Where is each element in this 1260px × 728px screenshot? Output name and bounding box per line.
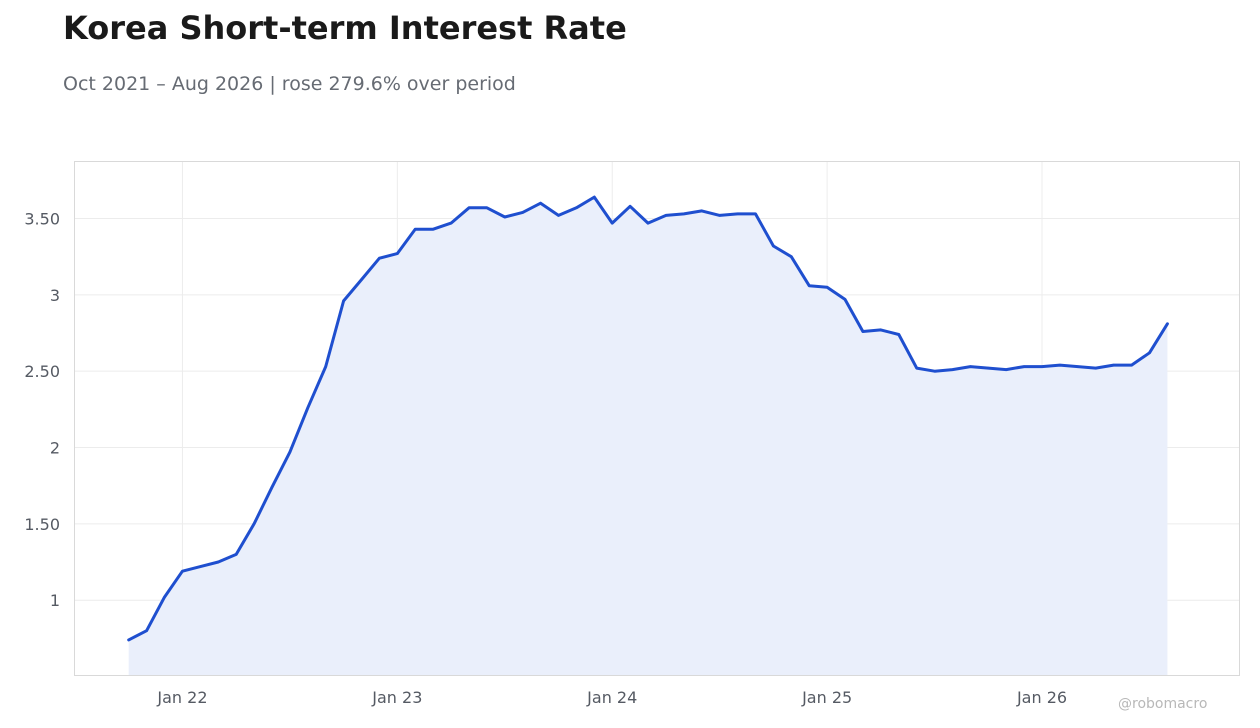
chart-subtitle: Oct 2021 – Aug 2026 | rose 279.6% over p… [63, 73, 516, 95]
data-point [1112, 363, 1115, 367]
data-point [181, 569, 184, 573]
data-point [306, 406, 309, 410]
data-point [1040, 365, 1044, 368]
data-point [217, 560, 220, 564]
chart-title: Korea Short-term Interest Rate [63, 9, 627, 47]
data-point [700, 209, 703, 213]
data-point [933, 369, 936, 373]
data-point [808, 284, 811, 287]
data-point [1148, 351, 1151, 355]
data-point [1076, 365, 1080, 368]
data-point [521, 211, 524, 214]
data-point [593, 195, 596, 199]
data-point [897, 333, 900, 336]
data-point [790, 255, 793, 258]
series-area-fill [128, 197, 1168, 675]
data-point [127, 638, 130, 642]
data-point [503, 215, 506, 219]
data-point [664, 214, 668, 217]
x-tick-label: Jan 22 [156, 688, 207, 707]
data-point [1058, 363, 1062, 367]
data-point [557, 214, 560, 217]
data-point [1005, 368, 1008, 371]
data-point [1022, 365, 1026, 368]
data-point [396, 252, 399, 255]
y-axis-tick-labels: 1 1.50 2 2.50 3 3.50 [24, 209, 60, 610]
x-tick-label: Jan 23 [371, 688, 422, 707]
data-point [252, 522, 256, 526]
series-points [127, 195, 1169, 642]
data-point [825, 285, 829, 289]
data-point [969, 365, 972, 368]
data-point [539, 202, 542, 205]
data-point [611, 221, 614, 225]
data-point [772, 244, 775, 248]
x-tick-label: Jan 24 [586, 688, 637, 707]
data-point [1130, 363, 1133, 367]
data-point [360, 278, 363, 281]
x-axis-tick-labels: Jan 22 Jan 23 Jan 24 Jan 25 Jan 26 [156, 688, 1067, 707]
data-point [163, 595, 166, 599]
data-point [1094, 366, 1097, 370]
data-point [646, 221, 650, 225]
data-point [1166, 322, 1169, 326]
data-point [628, 205, 632, 208]
data-point [324, 365, 327, 368]
data-point [449, 221, 453, 225]
data-point [879, 328, 883, 332]
data-point [145, 629, 148, 632]
x-tick-label: Jan 25 [801, 688, 852, 707]
y-tick-label: 1.50 [24, 515, 60, 534]
watermark: @robomacro [1118, 696, 1208, 712]
data-point [736, 212, 739, 216]
y-tick-label: 3 [50, 286, 60, 305]
y-tick-label: 2 [50, 439, 60, 458]
y-tick-label: 3.50 [24, 209, 60, 228]
y-tick-label: 1 [50, 591, 60, 610]
data-point [915, 366, 918, 370]
data-point [718, 214, 721, 217]
data-point [270, 486, 274, 489]
data-point [378, 256, 381, 260]
data-point [199, 565, 202, 568]
y-tick-label: 2.50 [24, 362, 60, 381]
data-point [861, 330, 865, 333]
data-point [342, 299, 345, 303]
data-point [987, 366, 990, 370]
data-point [467, 206, 471, 210]
data-point [754, 212, 757, 216]
data-point [288, 450, 292, 454]
data-point [485, 206, 489, 210]
data-point [575, 206, 578, 210]
data-point [843, 298, 847, 301]
data-point [682, 212, 686, 216]
data-point [431, 227, 435, 231]
data-point [951, 368, 954, 371]
x-tick-label: Jan 26 [1016, 688, 1067, 707]
data-point [234, 553, 238, 556]
data-point [414, 227, 417, 231]
